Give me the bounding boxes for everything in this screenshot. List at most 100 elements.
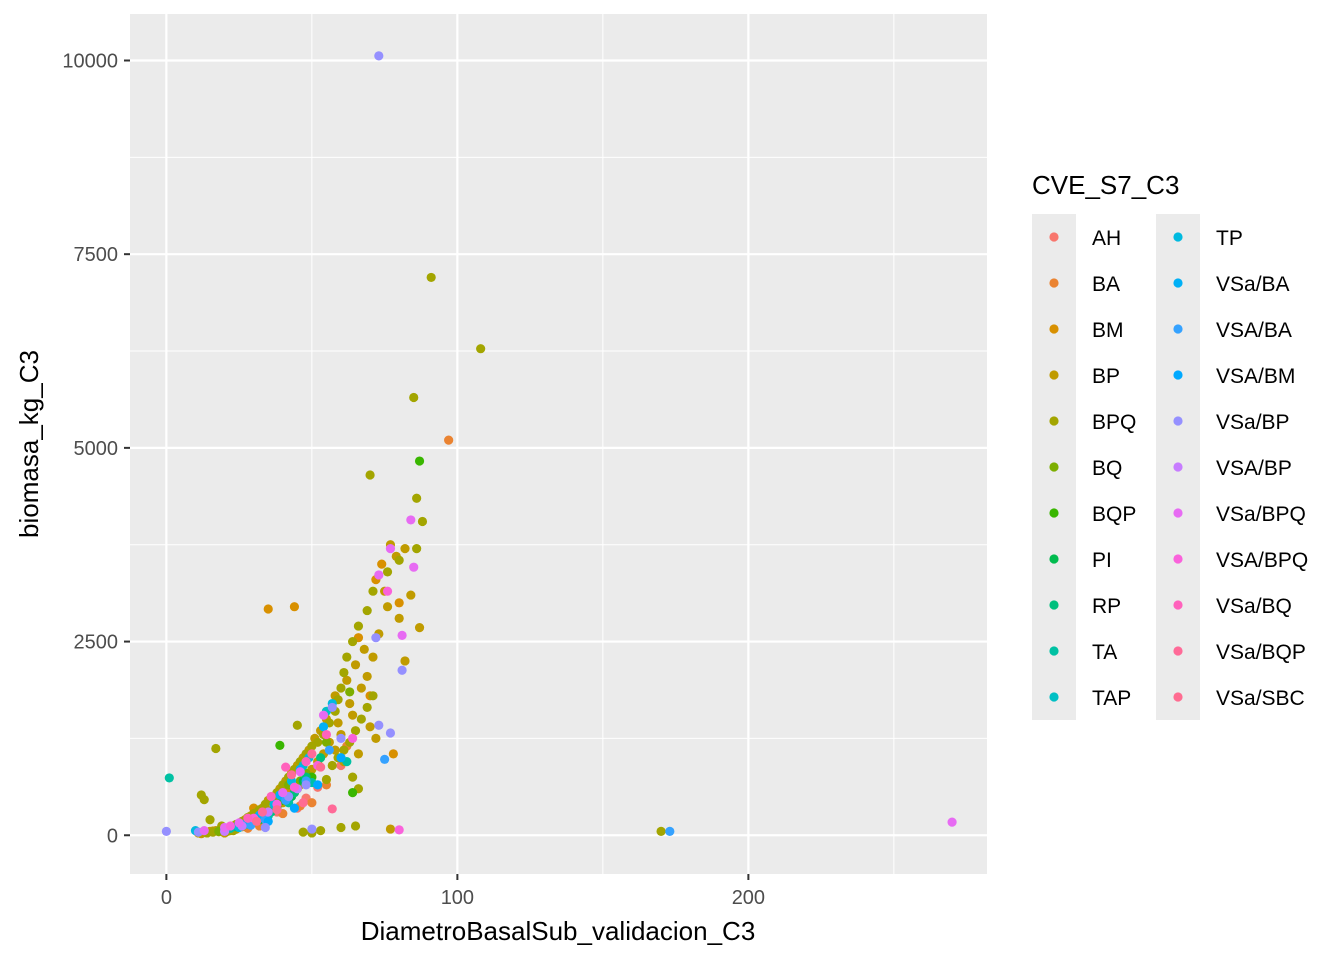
legend-label: BPQ: [1092, 411, 1136, 434]
data-point: [368, 586, 378, 596]
data-point: [260, 822, 270, 833]
data-point: [409, 392, 419, 403]
data-point: [385, 728, 396, 738]
data-point: [368, 691, 378, 701]
legend-key: [1049, 232, 1059, 242]
data-point: [199, 826, 209, 836]
legend-key: [1049, 692, 1059, 702]
data-point: [345, 698, 355, 709]
data-point: [342, 652, 352, 662]
data-point: [400, 656, 410, 666]
legend-key: [1173, 646, 1183, 656]
data-point: [327, 804, 337, 814]
data-point: [348, 710, 358, 720]
data-point: [409, 562, 419, 572]
data-point: [266, 791, 276, 802]
y-tick-label: 2500: [74, 632, 119, 654]
data-point: [260, 799, 270, 809]
data-point: [350, 726, 361, 736]
data-point: [350, 821, 361, 831]
data-point: [382, 602, 393, 612]
data-points: [161, 51, 957, 839]
data-point: [476, 344, 486, 354]
legend-label: VSA/BPQ: [1216, 549, 1308, 572]
y-axis-title: biomasa_kg_C3: [14, 350, 44, 538]
data-point: [318, 722, 329, 732]
legend-key: [1049, 324, 1059, 334]
data-point: [211, 743, 221, 754]
data-point: [444, 435, 454, 445]
data-point: [397, 665, 407, 675]
legend-key: [1049, 278, 1059, 288]
data-point: [417, 516, 428, 527]
legend-key: [1173, 692, 1183, 702]
data-point: [382, 586, 393, 596]
data-point: [327, 702, 337, 713]
data-point: [348, 733, 358, 744]
legend-key: [1049, 508, 1059, 518]
data-point: [289, 803, 300, 813]
legend-label: TP: [1216, 227, 1243, 250]
legend-key: [1049, 554, 1059, 564]
data-point: [298, 798, 308, 808]
data-point: [397, 630, 407, 640]
y-tick-label: 5000: [74, 438, 119, 460]
data-point: [356, 683, 366, 693]
legend-label: BM: [1092, 319, 1124, 342]
legend-title: CVE_S7_C3: [1032, 170, 1179, 200]
data-point: [307, 749, 317, 759]
data-point: [199, 795, 209, 805]
legend-label: VSa/BA: [1216, 273, 1290, 296]
data-point: [327, 760, 337, 771]
legend-label: PI: [1092, 549, 1112, 572]
data-point: [339, 745, 349, 755]
data-point: [348, 788, 358, 798]
data-point: [414, 623, 425, 633]
data-point: [161, 826, 171, 836]
legend-key: [1173, 324, 1183, 334]
data-point: [362, 605, 372, 616]
data-point: [336, 753, 346, 763]
grid-minor: [130, 14, 987, 874]
legend-label: BQ: [1092, 457, 1122, 480]
data-point: [656, 826, 666, 836]
legend-key: [1173, 370, 1183, 380]
legend-label: VSa/BQ: [1216, 595, 1292, 618]
data-point: [394, 825, 404, 835]
data-point: [365, 722, 375, 732]
y-tick-label: 10000: [62, 50, 118, 72]
data-point: [251, 816, 262, 826]
data-point: [263, 604, 273, 614]
x-tick-label: 200: [732, 887, 765, 909]
legend-label: VSa/BQP: [1216, 641, 1306, 664]
legend-key: [1173, 416, 1183, 426]
data-point: [205, 815, 215, 825]
x-tick-label: 0: [161, 887, 172, 909]
data-point: [412, 493, 422, 503]
data-point: [406, 590, 416, 600]
grid-major: [130, 14, 987, 874]
data-point: [371, 633, 381, 643]
x-tick-label: 100: [441, 887, 474, 909]
data-point: [342, 675, 352, 685]
legend-label: RP: [1092, 595, 1121, 618]
data-point: [359, 644, 369, 654]
legend-label: VSa/BP: [1216, 411, 1290, 434]
data-point: [426, 272, 436, 283]
data-point: [307, 798, 317, 808]
data-point: [665, 826, 675, 836]
data-point: [243, 813, 253, 823]
data-point: [321, 774, 332, 785]
data-point: [385, 543, 396, 554]
legend-label: VSA/BA: [1216, 319, 1292, 342]
data-point: [281, 762, 291, 772]
x-axis: 0 100 200: [161, 874, 765, 909]
data-point: [286, 770, 297, 780]
data-point: [350, 660, 361, 670]
data-point: [301, 757, 311, 767]
data-point: [298, 827, 308, 837]
data-point: [316, 826, 326, 836]
y-axis: 0 2500 5000 7500 10000: [62, 50, 130, 847]
data-point: [307, 824, 317, 834]
